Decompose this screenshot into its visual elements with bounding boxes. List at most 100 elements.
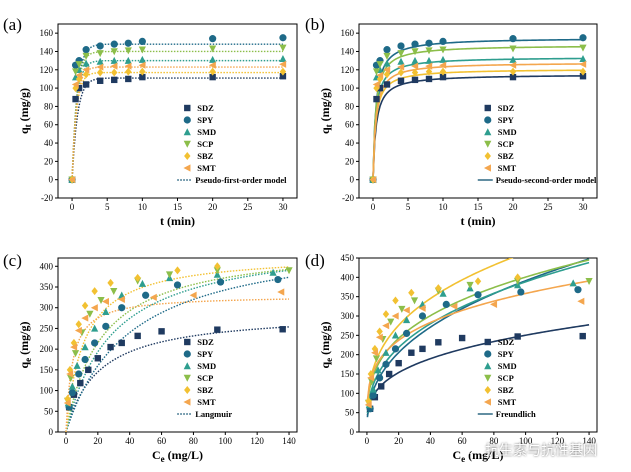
x-tick-label: 100 [219,436,233,446]
data-point [111,76,118,84]
data-point [138,46,146,54]
data-point [96,42,104,50]
legend-label: SMT [498,163,517,173]
y-tick-label: 20 [345,156,355,166]
data-point [66,370,74,378]
legend-marker [484,338,491,346]
y-tick-label: 0 [350,427,355,437]
data-point [82,66,90,74]
legend-label: SPY [498,115,514,125]
y-tick-label: 0 [49,427,54,437]
y-tick-label: 50 [44,406,54,416]
y-tick-label: 250 [341,330,355,340]
data-point [439,37,447,46]
series-scp [63,267,293,405]
fit-curve-smt [65,298,290,432]
data-point [425,47,433,55]
data-point [439,46,447,54]
data-point [209,35,217,43]
y-tick-label: 160 [40,28,54,38]
legend-label: SMT [197,397,216,407]
x-tick-label: 25 [544,202,554,212]
data-point [395,359,402,367]
legend-marker [484,350,492,358]
fit-curve-smt [372,63,584,180]
data-point [364,401,372,409]
legend-label: SDZ [197,103,214,113]
x-tick-label: 20 [93,436,103,446]
x-tick-label: 10 [439,202,449,212]
legend-label: SCP [197,139,213,149]
legend-fit-label: Freundlich [496,409,536,419]
y-tick-label: 0 [49,175,54,185]
data-point [410,297,419,305]
legend: SDZ SPY SMD SCP SBZ SMT Freundlich [477,337,536,419]
data-point [102,322,110,330]
data-point [75,71,83,79]
series-spy [366,286,582,413]
data-point [577,297,585,305]
fit-curve-smt [71,66,283,180]
x-tick-label: 120 [551,436,565,446]
y-tick-label: 20 [44,156,54,166]
data-point [517,288,525,296]
data-point [374,366,382,374]
data-point [367,374,375,382]
data-point [82,46,90,54]
data-point [73,361,81,369]
series-smt [369,60,587,184]
data-point [509,67,517,76]
data-point [439,73,447,81]
data-point [75,320,82,329]
y-tick-label: 140 [40,46,54,56]
data-point [397,63,405,71]
y-tick-label: 40 [345,138,355,148]
series-smd [64,268,277,407]
y-tick-label: 300 [341,311,355,321]
data-point [466,281,474,289]
data-point [82,52,90,60]
data-point [450,302,458,310]
y-axis-label: qe (mg/g) [17,321,33,368]
data-point [474,291,482,299]
data-point [397,42,405,50]
x-axis-label: t (min) [461,214,496,228]
legend-marker [183,164,191,172]
data-point [134,332,141,340]
data-point [142,291,150,299]
fit-curve-sbz [65,266,290,432]
series-sbz [365,273,521,406]
data-point [458,334,466,342]
series-sdz [369,73,587,183]
y-axis-label: qe (mg/g) [318,321,334,368]
data-point [391,331,400,339]
data-point [124,39,132,47]
legend-marker [483,398,491,406]
data-point [425,67,433,76]
data-point [411,48,419,56]
data-point [64,394,71,403]
data-point [138,61,146,69]
data-point [70,343,78,351]
data-point [209,73,216,81]
x-tick-label: 0 [64,436,69,446]
data-point [418,304,426,312]
y-axis-label: qt (mg/g) [17,88,33,134]
legend-marker [183,140,191,148]
legend-label: SPY [197,349,213,359]
data-point [514,278,522,285]
fit-curve-smd [372,57,584,180]
y-tick-label: 200 [40,344,54,354]
legend: SDZ SPY SMD SCP SBZ SMT Pseudo-first-order mod… [177,103,287,185]
data-point [383,52,391,60]
data-point [382,360,390,368]
data-point [435,339,442,346]
data-point [419,345,426,353]
x-tick-label: 120 [250,436,264,446]
data-point [125,67,132,76]
data-point [425,56,433,64]
watermark: ◎ 抗生素与抗性基因 [463,436,628,462]
data-point [579,332,586,340]
x-tick-label: 30 [579,202,589,212]
chart-panel: (d) 0 20 40 60 80 100 120 140 0 50 100 150 200 250 300 3… [305,251,598,464]
